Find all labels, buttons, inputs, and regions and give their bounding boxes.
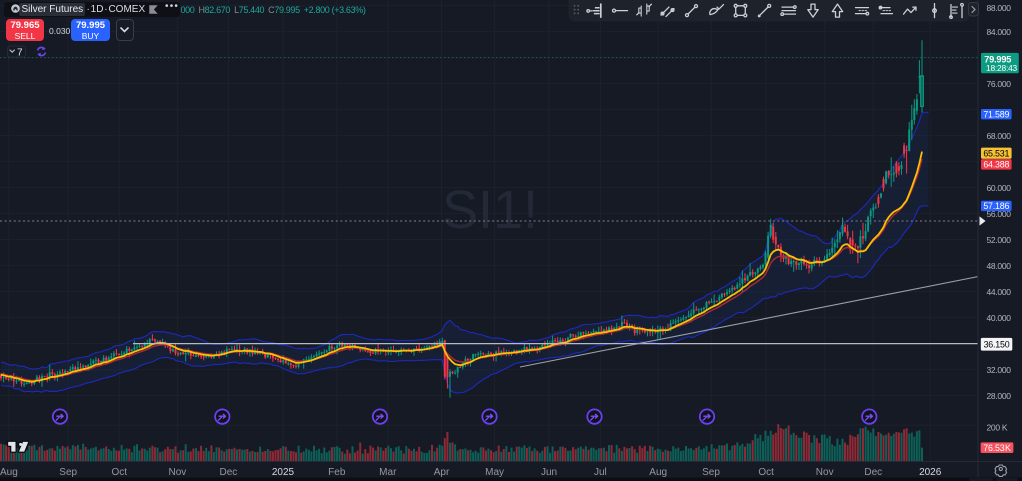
- svg-text:56.000: 56.000: [987, 209, 1012, 219]
- svg-text:Dec: Dec: [864, 467, 882, 478]
- svg-text:Sep: Sep: [59, 467, 77, 478]
- svg-text:SI1!: SI1!: [442, 180, 538, 240]
- svg-text:65.531: 65.531: [983, 149, 1009, 159]
- svg-text:Dec: Dec: [220, 467, 238, 478]
- svg-text:2026: 2026: [919, 467, 942, 478]
- svg-text:2025: 2025: [272, 467, 295, 478]
- svg-text:64.388: 64.388: [983, 160, 1009, 170]
- svg-text:44.000: 44.000: [987, 287, 1012, 297]
- svg-text:84.000: 84.000: [987, 27, 1012, 37]
- svg-text:Apr: Apr: [434, 467, 450, 478]
- svg-text:Aug: Aug: [649, 467, 667, 478]
- svg-text:Jul: Jul: [594, 467, 607, 478]
- svg-text:48.000: 48.000: [987, 261, 1012, 271]
- svg-text:Nov: Nov: [169, 467, 187, 478]
- svg-text:Oct: Oct: [758, 467, 774, 478]
- svg-text:32.000: 32.000: [987, 365, 1012, 375]
- svg-text:76.53 K: 76.53 K: [983, 443, 1011, 453]
- svg-text:36.150: 36.150: [984, 340, 1010, 350]
- svg-text:88.000: 88.000: [987, 3, 1012, 13]
- svg-text:60.000: 60.000: [987, 183, 1012, 193]
- svg-text:18:28:43: 18:28:43: [986, 63, 1018, 73]
- svg-text:76.000: 76.000: [987, 79, 1012, 89]
- svg-text:Mar: Mar: [379, 467, 397, 478]
- svg-text:May: May: [485, 467, 504, 478]
- svg-text:79.995: 79.995: [984, 54, 1011, 64]
- svg-text:200 K: 200 K: [987, 422, 1008, 432]
- svg-text:71.589: 71.589: [983, 110, 1009, 120]
- svg-text:52.000: 52.000: [987, 235, 1012, 245]
- svg-text:7: 7: [17, 48, 23, 59]
- svg-text:28.000: 28.000: [987, 391, 1012, 401]
- svg-text:Sep: Sep: [702, 467, 720, 478]
- svg-text:Aug: Aug: [0, 467, 18, 478]
- svg-text:40.000: 40.000: [987, 313, 1012, 323]
- svg-text:Nov: Nov: [816, 467, 834, 478]
- svg-text:57.186: 57.186: [983, 201, 1009, 211]
- svg-text:68.000: 68.000: [987, 131, 1012, 141]
- svg-text:Oct: Oct: [112, 467, 128, 478]
- svg-text:Jun: Jun: [541, 467, 557, 478]
- svg-text:Feb: Feb: [328, 467, 346, 478]
